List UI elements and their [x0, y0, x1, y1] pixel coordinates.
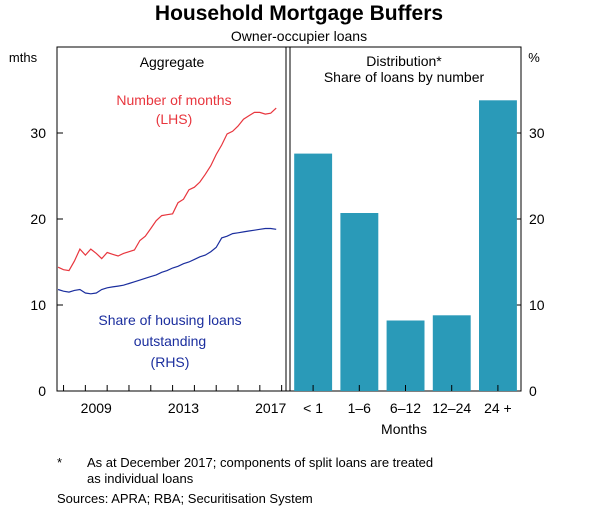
bar — [479, 100, 517, 392]
bar-category-label: 24 + — [484, 400, 512, 416]
footnote-marker: * — [57, 455, 63, 470]
left-axis: 0 10 20 30 — [30, 125, 63, 399]
bar-category-labels: < 1 1–6 6–12 12–24 24 + — [303, 385, 512, 416]
right-tick-label: 30 — [529, 125, 545, 141]
series-label-share-line1: Share of housing loans — [98, 312, 241, 328]
series-line-months — [57, 107, 277, 272]
series-label-months-line2: (LHS) — [156, 111, 193, 127]
x-axis-ticks: 2009 2013 2017 — [63, 385, 287, 416]
bar-series — [294, 100, 517, 392]
left-tick-label: 0 — [38, 383, 46, 399]
bar-category-label: 1–6 — [348, 400, 372, 416]
chart-subtitle: Owner-occupier loans — [230, 28, 368, 44]
panel-title-aggregate: Aggregate — [140, 54, 205, 70]
series-label-share-line2: outstanding — [134, 333, 206, 349]
right-tick-label: 0 — [529, 383, 537, 399]
bar — [294, 153, 333, 391]
left-tick-label: 10 — [30, 297, 46, 313]
series-label-months-line1: Number of months — [116, 92, 231, 108]
chart-canvas: 0 10 20 30 0 10 20 30 2009 2013 2017 mths % Aggr… — [9, 46, 545, 437]
bar — [340, 213, 379, 391]
series-label-share-line3: (RHS) — [151, 354, 190, 370]
bar-category-label: 6–12 — [390, 400, 421, 416]
panel-title-distribution: Distribution* — [366, 53, 442, 69]
chart-title: Household Mortgage Buffers — [154, 2, 444, 25]
bar — [386, 320, 425, 391]
bar — [432, 315, 471, 391]
footnote-line-1: As at December 2017; components of split… — [87, 455, 434, 470]
series-line-share — [57, 227, 277, 295]
left-tick-label: 20 — [30, 211, 46, 227]
left-axis-unit: mths — [9, 50, 38, 65]
panel-subtitle-distribution: Share of loans by number — [324, 69, 485, 85]
bar-category-label: 12–24 — [432, 400, 471, 416]
right-tick-label: 10 — [529, 297, 545, 313]
right-tick-label: 20 — [529, 211, 545, 227]
x-tick-label: 2009 — [81, 400, 112, 416]
right-axis: 0 10 20 30 — [515, 125, 545, 399]
right-axis-unit: % — [528, 50, 540, 65]
left-tick-label: 30 — [30, 125, 46, 141]
x-tick-label: 2013 — [168, 400, 199, 416]
sources-note: Sources: APRA; RBA; Securitisation Syste… — [57, 491, 313, 506]
x-axis-label-months: Months — [381, 421, 427, 437]
x-tick-label: 2017 — [255, 400, 286, 416]
bar-category-label: < 1 — [303, 400, 323, 416]
footnote-line-2: as individual loans — [87, 471, 194, 486]
